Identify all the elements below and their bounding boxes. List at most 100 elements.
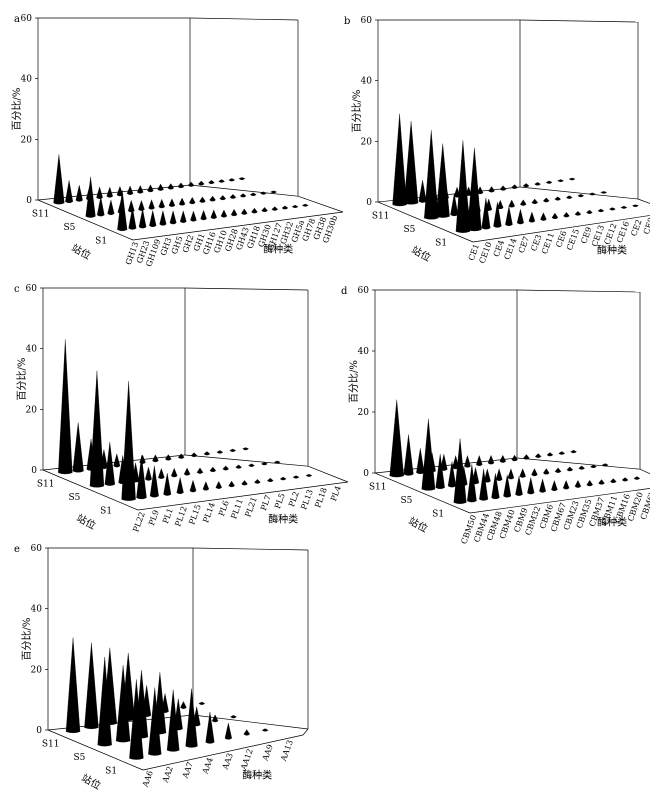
- cone-S11-CBM6b: [558, 451, 566, 455]
- cone-S5-PL4: [273, 460, 281, 464]
- category-tick-label: AA4: [200, 756, 214, 776]
- floor-front-edge: [472, 215, 650, 243]
- panel-letter: e: [14, 544, 20, 555]
- cone-S11-CE12: [522, 183, 530, 188]
- category-tick-label: CE11: [540, 231, 556, 255]
- cone-S11-GH109: [75, 185, 83, 202]
- floor-back-right: [519, 186, 639, 200]
- cone-S11-AA6: [65, 637, 81, 734]
- cone-S5-AA13: [230, 715, 237, 719]
- cone-S5-GH30: [209, 195, 216, 202]
- cone-S1-PL7: [241, 480, 248, 486]
- cone-S5-CE9: [531, 198, 538, 205]
- cone-S1-CBM44: [467, 464, 477, 503]
- floor-right-edge: [302, 728, 309, 736]
- category-tick-label: PL5: [273, 492, 287, 510]
- cone-S1-PL5: [254, 479, 261, 484]
- cone-S5-GH10: [168, 198, 176, 207]
- category-axis-title: 酶种类: [268, 513, 298, 526]
- cone-S5-PL15: [145, 466, 152, 481]
- category-tick-label: PL12: [173, 505, 189, 528]
- category-tick-label: AA2: [160, 765, 174, 785]
- station-label: S11: [32, 210, 50, 220]
- cone-S5-GH109: [107, 199, 115, 216]
- series-S11: [58, 339, 249, 475]
- cone-S1-CE4: [481, 197, 491, 230]
- cone-S5-CBM11: [554, 467, 562, 473]
- panel-letter: b: [344, 16, 350, 27]
- cone-S11-GH10: [137, 185, 144, 194]
- cone-S1-GH30: [241, 208, 248, 215]
- cone-S1-CE1: [455, 140, 471, 233]
- cone-S1-GH2: [169, 210, 177, 225]
- cone-S1-GH43: [220, 209, 228, 218]
- cone-S5-CE15: [520, 199, 527, 206]
- cone-S1-GH28: [210, 209, 217, 219]
- cone-S5-CBM41: [601, 463, 609, 467]
- cone-S1-PL6: [202, 481, 210, 491]
- cone-S1-CBM23: [551, 480, 558, 492]
- cone-S5-CE8: [588, 192, 596, 196]
- series-S5: [89, 370, 281, 488]
- cone-S1-PL4: [305, 474, 313, 477]
- series-S11: [389, 399, 577, 478]
- floor-left-edge: [47, 729, 144, 771]
- cone-S1-CBM11: [586, 479, 593, 487]
- cone-S5-AA6: [97, 657, 112, 747]
- cone-S1-CBM41: [633, 476, 641, 480]
- floor-back-right: [189, 184, 299, 197]
- cone-S1-CBM9: [503, 474, 512, 498]
- series-S5: [421, 419, 609, 491]
- cone-S11-GH43: [157, 183, 164, 191]
- cone-S1-GH32: [261, 207, 268, 213]
- cone-S11-CBM35: [499, 454, 507, 463]
- cone-S5-CBM23: [519, 468, 526, 478]
- cone-S11-CE4: [418, 180, 427, 203]
- station-label: S5: [64, 223, 76, 233]
- category-tick-label: PL15: [187, 503, 203, 526]
- cone-S11-PL18: [229, 448, 236, 452]
- cone-S1-CBM6: [527, 477, 535, 495]
- floor-left-edge: [374, 472, 471, 514]
- back-top-right-edge: [192, 547, 309, 551]
- floor-front-edge: [137, 481, 349, 511]
- y-tick-label: 60: [21, 14, 33, 24]
- cone-S1-GH13: [117, 190, 128, 232]
- y-tick-label: 0: [31, 466, 37, 476]
- category-tick-label: AA13: [279, 739, 295, 763]
- y-tick-label: 20: [31, 665, 43, 675]
- cone-S1-CE11: [528, 211, 536, 223]
- station-axis-title: 站位: [69, 241, 93, 262]
- cone-S11-GH2: [106, 186, 113, 198]
- y-tick-label: 60: [361, 16, 373, 26]
- cone-S1-CBM6b: [621, 477, 629, 482]
- floor-back-right: [184, 454, 309, 467]
- cone-S11-CBM44: [403, 434, 414, 476]
- category-tick-label: PL13: [299, 488, 315, 511]
- cone-S11-PL11: [152, 454, 159, 463]
- cone-S1-AA7: [166, 689, 180, 752]
- cone-S11-PL15: [113, 453, 121, 468]
- floor-back-right: [516, 457, 641, 470]
- cone-S5-CBM16: [566, 466, 574, 472]
- category-tick-label: AA7: [180, 761, 194, 781]
- cone-S5-GH32: [229, 194, 237, 199]
- cone-S1-GH3: [149, 210, 157, 227]
- station-label: S11: [369, 483, 387, 493]
- cone-S11-CE8: [557, 179, 564, 183]
- station-label: S1: [95, 236, 107, 246]
- cone-S1-GH38: [291, 204, 299, 209]
- y-tick-label: 40: [21, 75, 33, 85]
- cone-S1-GH16: [190, 210, 197, 222]
- cone-S5-GH38: [260, 191, 267, 195]
- series-S1: [453, 438, 641, 504]
- cone-S1-CBM67: [539, 478, 546, 493]
- series-S11: [392, 113, 576, 207]
- cone-S5-PL6: [171, 467, 178, 478]
- cone-S1-GH78: [281, 205, 289, 210]
- category-tick-label: PL7: [259, 494, 273, 512]
- category-tick-label: AA12: [239, 748, 255, 772]
- cone-S1-CE14: [493, 202, 502, 228]
- cone-S1-PL22: [121, 381, 136, 501]
- series-S5: [424, 130, 608, 220]
